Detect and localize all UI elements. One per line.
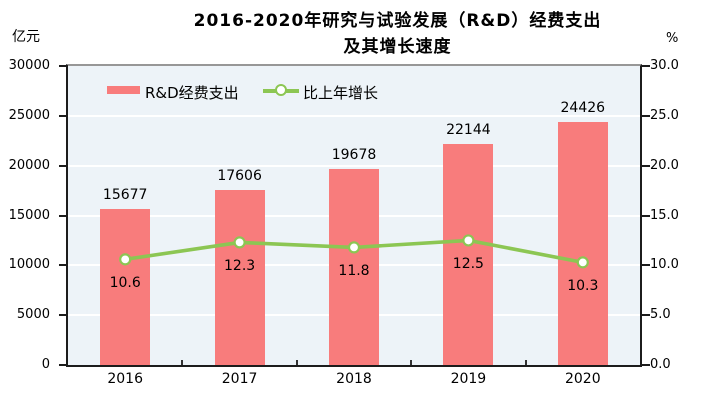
y-axis-tick-label-left: 0 xyxy=(41,357,50,372)
bar-value-label: 24426 xyxy=(560,99,606,116)
right-axis-unit-label: % xyxy=(666,31,679,46)
bar-value-label: 19678 xyxy=(331,146,377,163)
line-value-label: 12.5 xyxy=(452,256,484,273)
bar-2016 xyxy=(100,208,151,365)
line-marker xyxy=(233,236,246,249)
line-value-label: 10.6 xyxy=(109,275,141,292)
line-marker xyxy=(462,234,475,247)
gridline xyxy=(68,114,640,117)
legend-item-growth-rate: 比上年增长 xyxy=(303,84,379,102)
y-axis-tick-label-left: 30000 xyxy=(8,58,50,73)
y-axis-tick-left xyxy=(59,364,68,366)
gridline xyxy=(68,164,640,167)
y-axis-tick-label-right: 10.0 xyxy=(650,257,679,273)
bar-2019 xyxy=(443,144,494,365)
y-axis-tick-label-right: 15.0 xyxy=(650,207,679,223)
y-axis-tick-label-right: 25.0 xyxy=(650,107,679,123)
left-axis-unit-label: 亿元 xyxy=(12,29,40,45)
y-axis-tick-left xyxy=(59,214,68,217)
line-value-label: 10.3 xyxy=(567,278,599,295)
y-axis-tick-left xyxy=(59,164,68,167)
x-axis-label-2017: 2017 xyxy=(221,371,258,387)
bar-2018 xyxy=(329,168,379,365)
chart-title-line-2: 及其增长速度 xyxy=(343,37,452,57)
y-axis-tick-label-left: 10000 xyxy=(8,257,50,273)
y-axis-tick-left xyxy=(59,264,68,267)
line-value-label: 11.8 xyxy=(338,263,370,280)
x-axis-tick xyxy=(181,360,184,365)
y-axis-tick-right xyxy=(642,314,650,317)
y-axis-tick-right xyxy=(642,364,650,366)
y-axis-tick-label-left: 20000 xyxy=(8,157,50,173)
x-axis-label-2020: 2020 xyxy=(564,371,601,387)
y-axis-tick-label-right: 20.0 xyxy=(650,157,679,173)
bar-2020 xyxy=(557,121,608,365)
bar-value-label: 15677 xyxy=(102,186,148,203)
legend-line-marker-icon xyxy=(275,84,287,96)
y-axis-tick-right xyxy=(642,264,650,267)
y-axis-tick-right xyxy=(642,114,650,117)
y-axis-tick-label-left: 5000 xyxy=(16,307,50,323)
legend-item-rd-expenditure: R&D经费支出 xyxy=(145,84,239,102)
y-axis-tick-left xyxy=(59,65,68,67)
bar-2017 xyxy=(214,189,265,365)
x-axis-label-2016: 2016 xyxy=(107,371,143,387)
y-axis-tick-label-right: 0.0 xyxy=(650,357,671,372)
line-marker xyxy=(119,253,132,266)
chart-title-line-1: 2016-2020年研究与试验发展（R&D）经费支出 xyxy=(193,11,602,31)
y-axis-tick-right xyxy=(642,65,650,67)
bar-value-label: 22144 xyxy=(446,122,491,139)
x-axis-tick xyxy=(410,360,413,365)
y-axis-tick-right xyxy=(642,164,650,167)
x-axis-tick xyxy=(295,360,298,365)
line-marker xyxy=(576,256,589,269)
plot-area: 15677 17606 19678 22144 24426 10.6 12.3 11.8 12.… xyxy=(66,64,642,367)
y-axis-tick-left xyxy=(59,114,68,117)
x-axis-tick xyxy=(524,360,527,365)
y-axis-tick-label-right: 30.0 xyxy=(650,58,679,73)
bar-value-label: 17606 xyxy=(217,167,262,184)
line-value-label: 12.3 xyxy=(224,258,256,275)
growth-line-chart xyxy=(119,234,589,269)
y-axis-tick-label-left: 25000 xyxy=(8,107,50,123)
y-axis-tick-label-left: 15000 xyxy=(8,207,50,223)
y-axis-tick-right xyxy=(642,214,650,217)
x-axis-label-2019: 2019 xyxy=(450,371,487,387)
line-marker xyxy=(347,241,361,254)
legend-bar-swatch-icon xyxy=(107,86,140,94)
x-axis-label-2018: 2018 xyxy=(336,371,372,387)
y-axis-tick-label-right: 5.0 xyxy=(650,307,671,323)
y-axis-tick-left xyxy=(59,314,68,317)
